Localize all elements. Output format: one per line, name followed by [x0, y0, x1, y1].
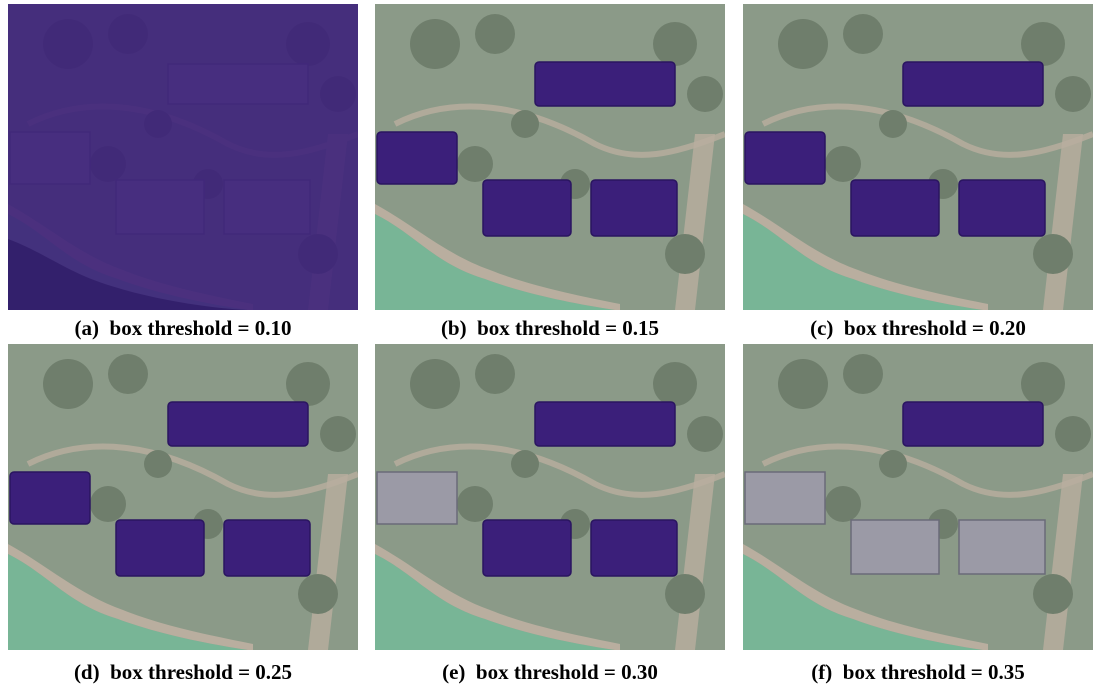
aerial-image-d	[8, 344, 358, 650]
top-house-f	[902, 401, 1044, 447]
right-house-e	[590, 519, 678, 577]
caption-f: (f) box threshold = 0.35	[811, 660, 1025, 684]
center-house-b	[482, 179, 572, 237]
caption-e: (e) box threshold = 0.30	[442, 660, 658, 684]
caption-d: (d) box threshold = 0.25	[73, 660, 293, 684]
left-house-f	[744, 471, 826, 525]
aerial-image-a	[8, 4, 358, 310]
panel-f: (f) box threshold = 0.35	[743, 344, 1093, 694]
caption-a: (a) box threshold = 0.10	[74, 316, 292, 340]
center-house-c	[850, 179, 940, 237]
panel-b: (b) box threshold = 0.15	[375, 4, 725, 354]
center-house-e	[482, 519, 572, 577]
top-house-c	[902, 61, 1044, 107]
right-house-d	[223, 519, 311, 577]
top-house-b	[534, 61, 676, 107]
aerial-image-f	[743, 344, 1093, 650]
left-house-c	[744, 131, 826, 185]
top-house-e	[534, 401, 676, 447]
panel-d: (d) box threshold = 0.25	[8, 344, 358, 694]
left-house-d	[9, 471, 91, 525]
caption-b: (b) box threshold = 0.15	[440, 316, 660, 340]
right-house-f	[958, 519, 1046, 575]
panel-a: (a) box threshold = 0.10	[8, 4, 358, 354]
panel-c: (c) box threshold = 0.20	[743, 4, 1093, 354]
panel-e: (e) box threshold = 0.30	[375, 344, 725, 694]
left-house-b	[376, 131, 458, 185]
left-house-e	[376, 471, 458, 525]
center-house-f	[850, 519, 940, 575]
top-house-d	[167, 401, 309, 447]
aerial-image-e	[375, 344, 725, 650]
right-house-b	[590, 179, 678, 237]
center-house-d	[115, 519, 205, 577]
aerial-image-c	[743, 4, 1093, 310]
aerial-image-b	[375, 4, 725, 310]
caption-c: (c) box threshold = 0.20	[810, 316, 1026, 340]
right-house-c	[958, 179, 1046, 237]
